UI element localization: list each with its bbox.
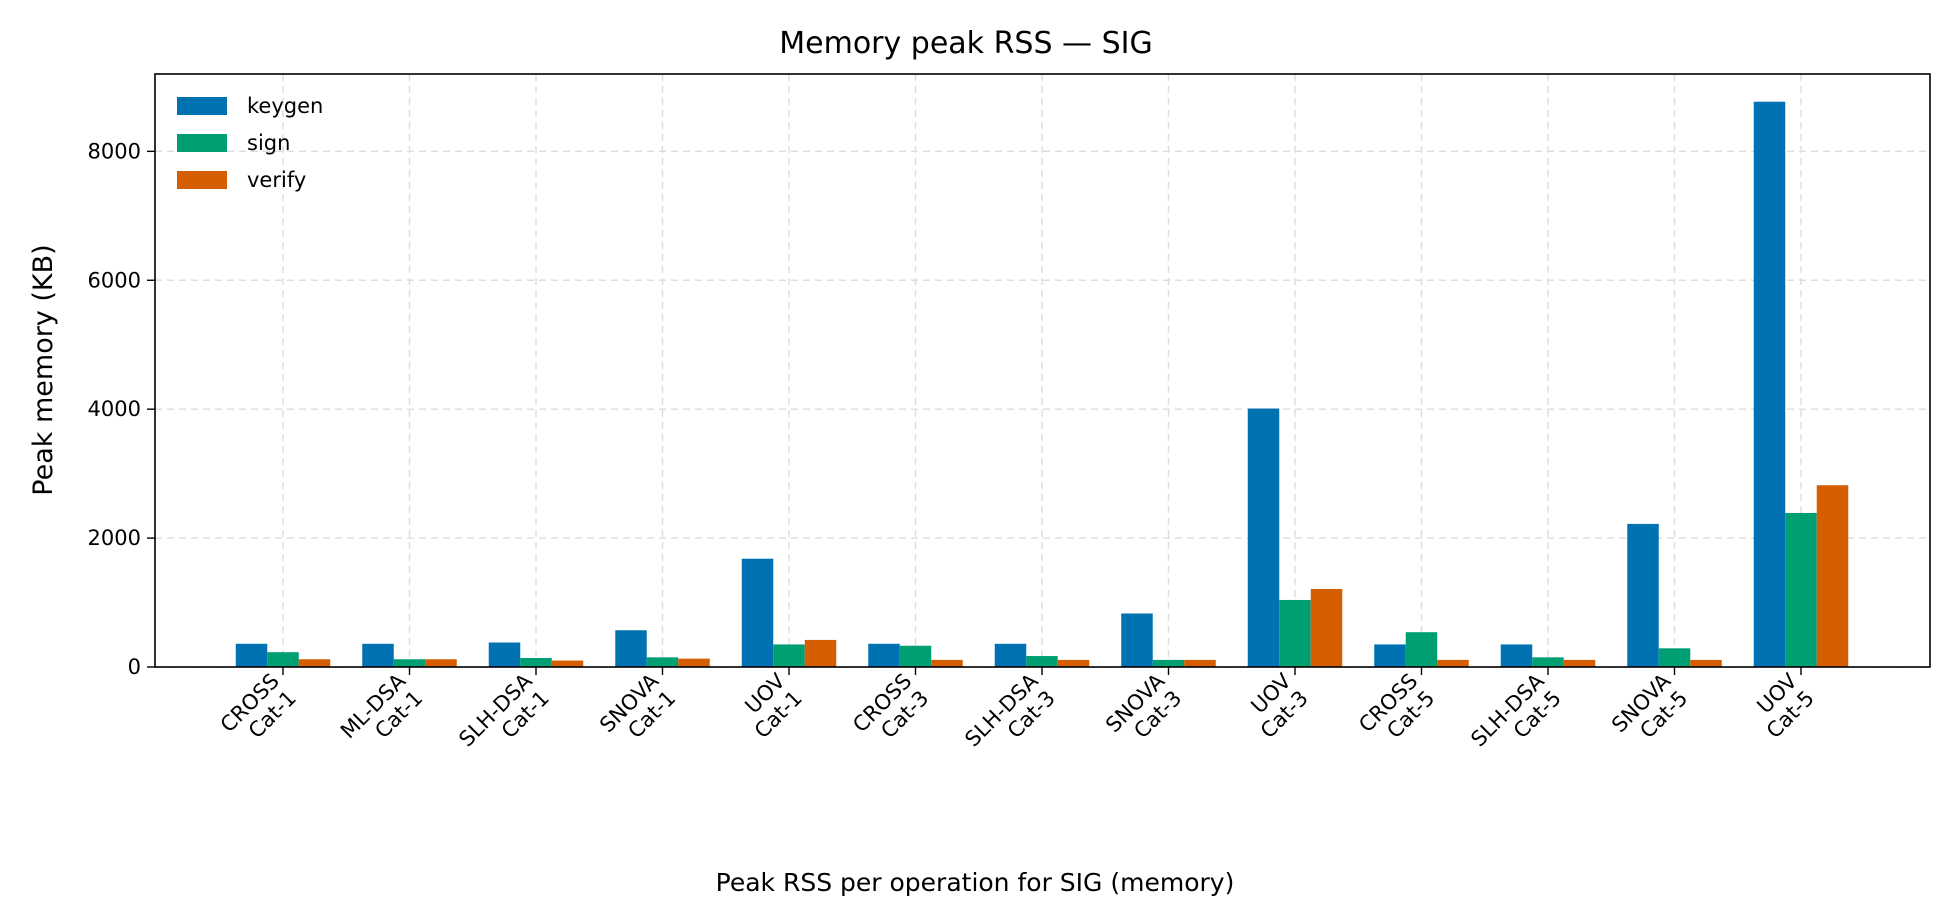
bar-verify-ml-dsa-cat-1 <box>425 659 457 667</box>
bar-sign-cross-cat-5 <box>1405 632 1438 667</box>
legend: keygen sign verify <box>177 94 323 192</box>
x-tick-label: CROSSCat-5 <box>1354 669 1439 754</box>
x-tick-label: SNOVACat-5 <box>1607 668 1693 754</box>
bar-verify-cross-cat-1 <box>298 659 331 667</box>
bar-verify-slh-dsa-cat-3 <box>1057 659 1090 667</box>
bar-verify-snova-cat-1 <box>678 658 710 667</box>
bar-sign-cross-cat-1 <box>267 652 299 667</box>
x-tick-label: ML-DSACat-1 <box>336 668 428 760</box>
bar-verify-cross-cat-3 <box>931 659 963 667</box>
y-tick-label: 8000 <box>88 139 141 163</box>
bar-sign-snova-cat-3 <box>1152 659 1185 667</box>
legend-swatch-keygen <box>177 97 227 115</box>
legend-label-sign: sign <box>247 131 290 155</box>
bar-sign-snova-cat-5 <box>1658 648 1691 667</box>
chart-title: Memory peak RSS — SIG <box>779 26 1152 61</box>
bar-keygen-snova-cat-5 <box>1627 523 1659 667</box>
figure-caption: Peak RSS per operation for SIG (memory) <box>715 868 1235 897</box>
bar-keygen-cross-cat-3 <box>868 643 900 667</box>
bar-sign-slh-dsa-cat-3 <box>1026 656 1058 667</box>
bar-sign-uov-cat-1 <box>773 644 805 667</box>
x-tick-label: SNOVACat-1 <box>595 668 681 754</box>
bar-keygen-slh-dsa-cat-3 <box>994 643 1027 667</box>
bar-sign-uov-cat-5 <box>1785 512 1817 667</box>
bar-keygen-cross-cat-5 <box>1374 644 1406 667</box>
x-tick-label: UOVCat-1 <box>733 668 808 743</box>
bar-verify-snova-cat-5 <box>1690 659 1722 667</box>
bar-verify-uov-cat-5 <box>1816 485 1849 667</box>
y-tick-label: 4000 <box>88 397 141 421</box>
bar-verify-snova-cat-3 <box>1184 659 1216 667</box>
bar-verify-slh-dsa-cat-5 <box>1563 659 1596 667</box>
bar-sign-slh-dsa-cat-5 <box>1532 657 1564 667</box>
x-tick-label: SLH-DSACat-1 <box>454 668 554 768</box>
x-tick-label: UOVCat-3 <box>1239 668 1314 743</box>
legend-swatch-sign <box>177 134 227 152</box>
legend-swatch-verify <box>177 171 227 189</box>
bar-verify-cross-cat-5 <box>1437 659 1469 667</box>
y-tick-label: 6000 <box>88 268 141 292</box>
y-axis-label: Peak memory (KB) <box>28 244 59 495</box>
bar-keygen-uov-cat-3 <box>1247 408 1280 667</box>
y-tick-label: 2000 <box>88 526 141 550</box>
bar-keygen-snova-cat-1 <box>615 630 647 667</box>
bar-sign-uov-cat-3 <box>1279 599 1311 667</box>
bar-verify-uov-cat-1 <box>804 639 837 667</box>
x-tick-label: SLH-DSACat-5 <box>1466 668 1566 768</box>
bar-keygen-uov-cat-1 <box>741 558 774 667</box>
y-tick-label: 0 <box>128 655 141 679</box>
bar-sign-ml-dsa-cat-1 <box>393 659 426 667</box>
x-tick-label: CROSSCat-3 <box>848 669 933 754</box>
bar-keygen-slh-dsa-cat-5 <box>1500 644 1533 667</box>
bar-keygen-snova-cat-3 <box>1121 613 1153 667</box>
bar-keygen-uov-cat-5 <box>1753 101 1786 667</box>
bar-sign-cross-cat-3 <box>899 645 932 667</box>
bar-sign-slh-dsa-cat-1 <box>520 657 552 667</box>
bar-verify-uov-cat-3 <box>1310 589 1343 667</box>
bar-sign-snova-cat-1 <box>646 657 679 667</box>
legend-label-verify: verify <box>247 168 306 192</box>
x-tick-label: SLH-DSACat-3 <box>960 668 1060 768</box>
bar-keygen-slh-dsa-cat-1 <box>488 642 521 667</box>
x-tick-label: UOVCat-5 <box>1745 668 1820 743</box>
legend-label-keygen: keygen <box>247 94 323 118</box>
bar-verify-slh-dsa-cat-1 <box>551 660 584 667</box>
x-tick-label: SNOVACat-3 <box>1101 668 1187 754</box>
bar-keygen-cross-cat-1 <box>235 643 268 667</box>
bar-keygen-ml-dsa-cat-1 <box>362 643 394 667</box>
x-tick-label: CROSSCat-1 <box>216 669 301 754</box>
